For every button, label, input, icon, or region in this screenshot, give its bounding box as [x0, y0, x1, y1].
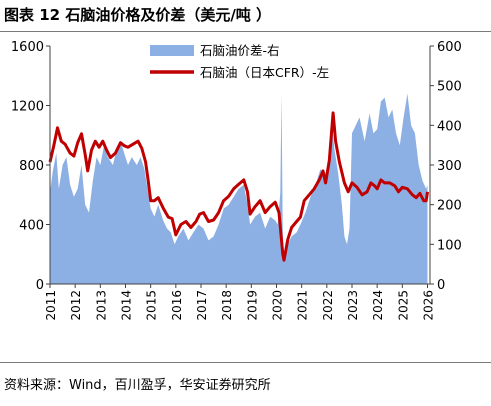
right-tick-label: 200: [437, 199, 462, 214]
left-tick-label: 800: [19, 159, 44, 174]
price-line-series: [48, 111, 429, 262]
x-tick-label: 2015: [145, 290, 159, 321]
x-tick-label: 2016: [170, 290, 184, 321]
x-tick-label: 2019: [245, 290, 259, 321]
left-tick-label: 1200: [11, 100, 44, 115]
x-tick-label: 2026: [421, 290, 435, 321]
right-tick-label: 500: [437, 80, 462, 95]
x-tick-label: 2018: [220, 290, 234, 321]
axes-layer: 0 400 800 1200 1600 0 100 200 300 400 500 600 2011 20…: [11, 40, 462, 321]
right-tick-label: 100: [437, 238, 462, 253]
chart-svg: 0 400 800 1200 1600 0 100 200 300 400 500 600 2011 20…: [11, 40, 462, 321]
spread-area-series: [50, 93, 428, 284]
price-line-layer: [48, 111, 429, 262]
right-tick-label: 300: [437, 159, 462, 174]
chart-title: 图表 12 石脑油价格及价差（美元/吨 ）: [4, 6, 272, 24]
left-tick-label: 400: [19, 219, 44, 234]
x-tick-label: 2024: [371, 290, 385, 321]
x-tick-label: 2020: [270, 290, 284, 321]
x-tick-label: 2022: [321, 290, 335, 321]
source-note: 资料来源：Wind，百川盈孚，华安证券研究所: [4, 378, 271, 393]
footer-divider: [0, 362, 491, 363]
right-tick-label: 600: [437, 40, 462, 55]
title-divider: [0, 31, 491, 32]
x-tick-label: 2025: [396, 290, 410, 321]
x-tick-label: 2013: [94, 290, 108, 321]
left-tick-label: 1600: [11, 40, 44, 55]
legend-label: 石脑油价差-右: [200, 43, 280, 58]
x-tick-label: 2021: [296, 290, 310, 321]
x-tick-label: 2011: [44, 290, 58, 321]
x-tick-label: 2012: [69, 290, 83, 321]
right-tick-label: 400: [437, 119, 462, 134]
spread-area-layer: [50, 93, 428, 284]
x-tick-label: 2023: [346, 290, 360, 321]
x-tick-label: 2014: [119, 290, 133, 321]
legend-swatch-spread: [150, 45, 194, 56]
x-tick-label: 2017: [195, 290, 209, 321]
left-tick-label: 0: [36, 278, 44, 293]
right-tick-label: 0: [437, 278, 445, 293]
legend-label: 石脑油（日本CFR）-左: [200, 65, 329, 80]
